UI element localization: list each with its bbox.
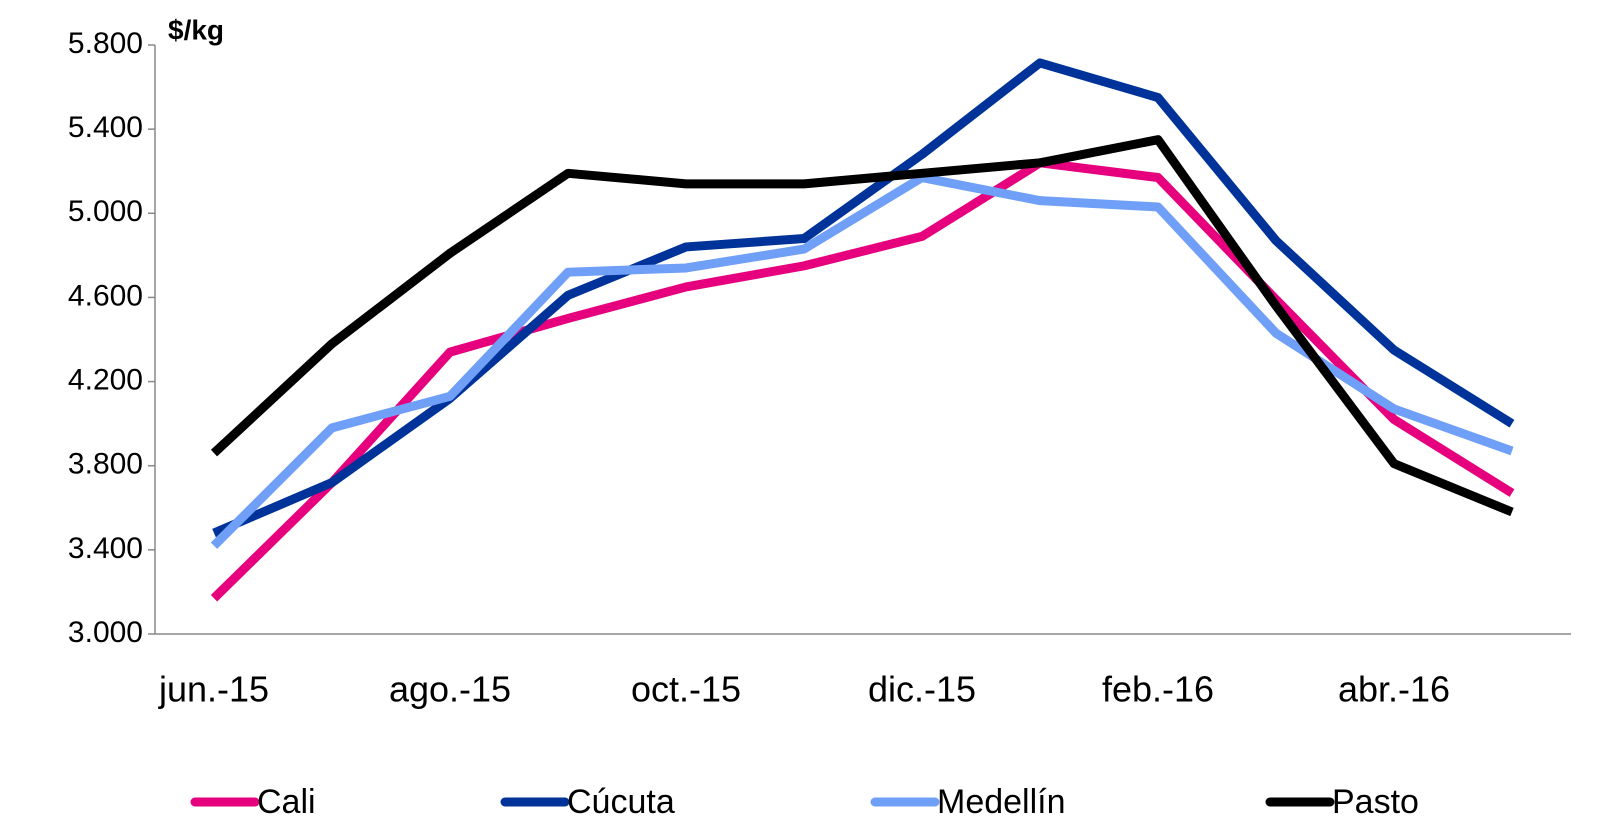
y-axis-label: $/kg — [168, 14, 224, 45]
series-line — [210, 173, 1514, 549]
legend-label: Cúcuta — [567, 783, 675, 821]
series-line — [210, 135, 1514, 517]
x-tick-label: feb.-16 — [1102, 669, 1214, 710]
series-line — [212, 58, 1515, 538]
legend-label: Medellín — [937, 783, 1066, 821]
x-tick-label: jun.-15 — [158, 669, 269, 710]
y-tick-label: 5.400 — [68, 111, 143, 144]
y-tick-label: 4.600 — [68, 279, 143, 312]
x-tick-label: ago.-15 — [389, 669, 511, 710]
x-tick-label: dic.-15 — [868, 669, 976, 710]
y-tick-label: 4.200 — [68, 363, 143, 396]
x-tick-label: oct.-15 — [631, 669, 741, 710]
y-tick-label: 3.000 — [68, 616, 143, 649]
y-tick-label: 3.400 — [68, 532, 143, 565]
y-tick-label: 5.800 — [68, 27, 143, 60]
y-tick-label: 3.800 — [68, 448, 143, 481]
series-line — [210, 158, 1515, 602]
legend-label: Cali — [257, 783, 316, 821]
y-tick-label: 5.000 — [68, 195, 143, 228]
legend-label: Pasto — [1332, 783, 1419, 821]
x-tick-label: abr.-16 — [1338, 669, 1450, 710]
